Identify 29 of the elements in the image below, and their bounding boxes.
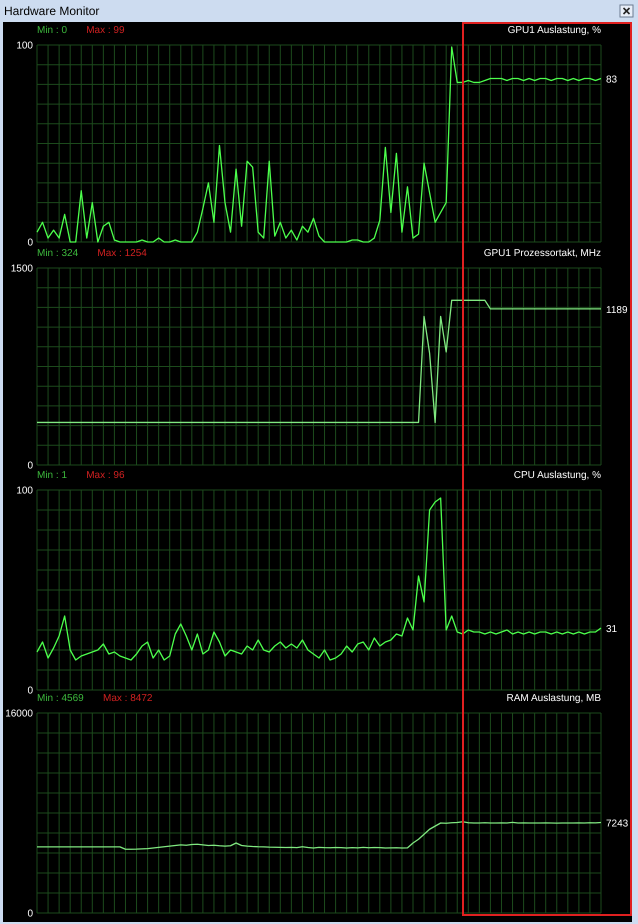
y-tick-label: 100	[16, 486, 34, 496]
chart-title: RAM Auslastung, MB	[506, 693, 602, 704]
y-tick-label: 16000	[5, 708, 34, 720]
y-tick-label: 0	[27, 686, 34, 696]
text: Max : 1254	[97, 248, 148, 259]
y-tick-label: 0	[27, 908, 34, 920]
text: Min : 0	[37, 25, 68, 36]
text: Max : 96	[86, 470, 125, 481]
line-series	[36, 821, 602, 850]
data-label: 1189	[606, 304, 628, 316]
text: Min : 324	[37, 248, 79, 259]
line-series	[36, 300, 602, 424]
y-tick-label: 1500	[10, 264, 34, 274]
chart-title: GPU1 Auslastung, %	[508, 25, 602, 36]
data-label: 7243	[606, 818, 629, 830]
y-tick-label: 0	[27, 460, 34, 472]
text: Max : 8472	[103, 693, 153, 704]
data-label: 83	[606, 74, 618, 86]
chart-title: GPU1 Prozessortakt, MHz	[484, 248, 601, 259]
data-label: 31	[606, 624, 618, 635]
text: Max : 99	[86, 25, 125, 36]
text: Hardware Monitor	[4, 4, 100, 18]
text: Min : 4569	[37, 693, 84, 704]
line-series	[36, 46, 602, 243]
y-tick-label: 100	[16, 40, 34, 52]
chart-title: CPU Auslastung, %	[514, 470, 602, 481]
line-series	[36, 497, 602, 661]
y-tick-label: 0	[27, 238, 34, 248]
text: Min : 1	[37, 470, 68, 481]
